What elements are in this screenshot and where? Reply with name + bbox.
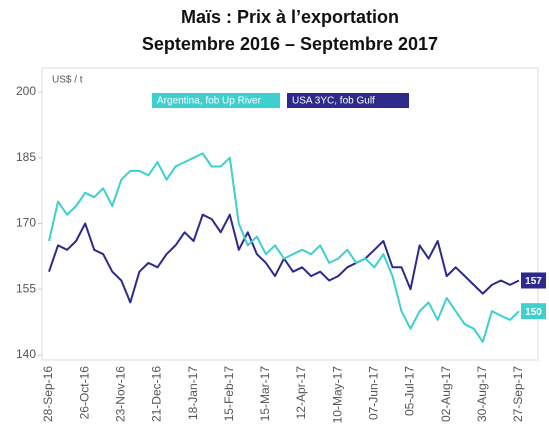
end-label: 157 — [525, 276, 542, 287]
y-tick-label: 155 — [16, 281, 36, 295]
y-tick-label: 185 — [16, 150, 36, 164]
end-label: 150 — [525, 307, 542, 318]
x-tick-label: 15-Feb-17 — [222, 366, 236, 422]
x-tick-label: 05-Jul-17 — [403, 366, 417, 416]
series-line — [48, 152, 520, 343]
plot-frame — [41, 67, 539, 361]
legend-box — [152, 93, 280, 108]
legend-box — [287, 93, 409, 108]
x-tick-label: 30-Aug-17 — [475, 366, 489, 422]
legend-label: USA 3YC, fob Gulf — [292, 96, 375, 107]
x-tick-label: 28-Sep-16 — [41, 366, 55, 422]
x-tick-label: 02-Aug-17 — [439, 366, 453, 422]
x-tick-label: 12-Apr-17 — [294, 366, 308, 420]
x-tick-label: 21-Dec-16 — [150, 366, 164, 422]
x-tick-label: 07-Jun-17 — [367, 366, 381, 420]
x-tick-label: 15-Mar-17 — [258, 366, 272, 422]
chart-subtitle: Septembre 2016 – Septembre 2017 — [142, 34, 438, 54]
y-tick-label: 200 — [16, 84, 36, 98]
y-tick-label: 140 — [16, 347, 36, 361]
x-tick-label: 27-Sep-17 — [511, 366, 525, 422]
x-tick-label: 10-May-17 — [330, 366, 344, 424]
end-label-box — [521, 303, 546, 320]
x-tick-label: 26-Oct-16 — [77, 366, 91, 420]
x-tick-label: 23-Nov-16 — [113, 366, 127, 422]
y-unit: US$ / t — [52, 75, 83, 86]
x-tick-label: 18-Jan-17 — [186, 366, 200, 420]
y-tick-label: 170 — [16, 216, 36, 230]
end-label-box — [521, 272, 546, 289]
legend-label: Argentina, fob Up River — [157, 96, 262, 107]
chart-title: Maïs : Prix à l’exportation — [181, 7, 399, 27]
